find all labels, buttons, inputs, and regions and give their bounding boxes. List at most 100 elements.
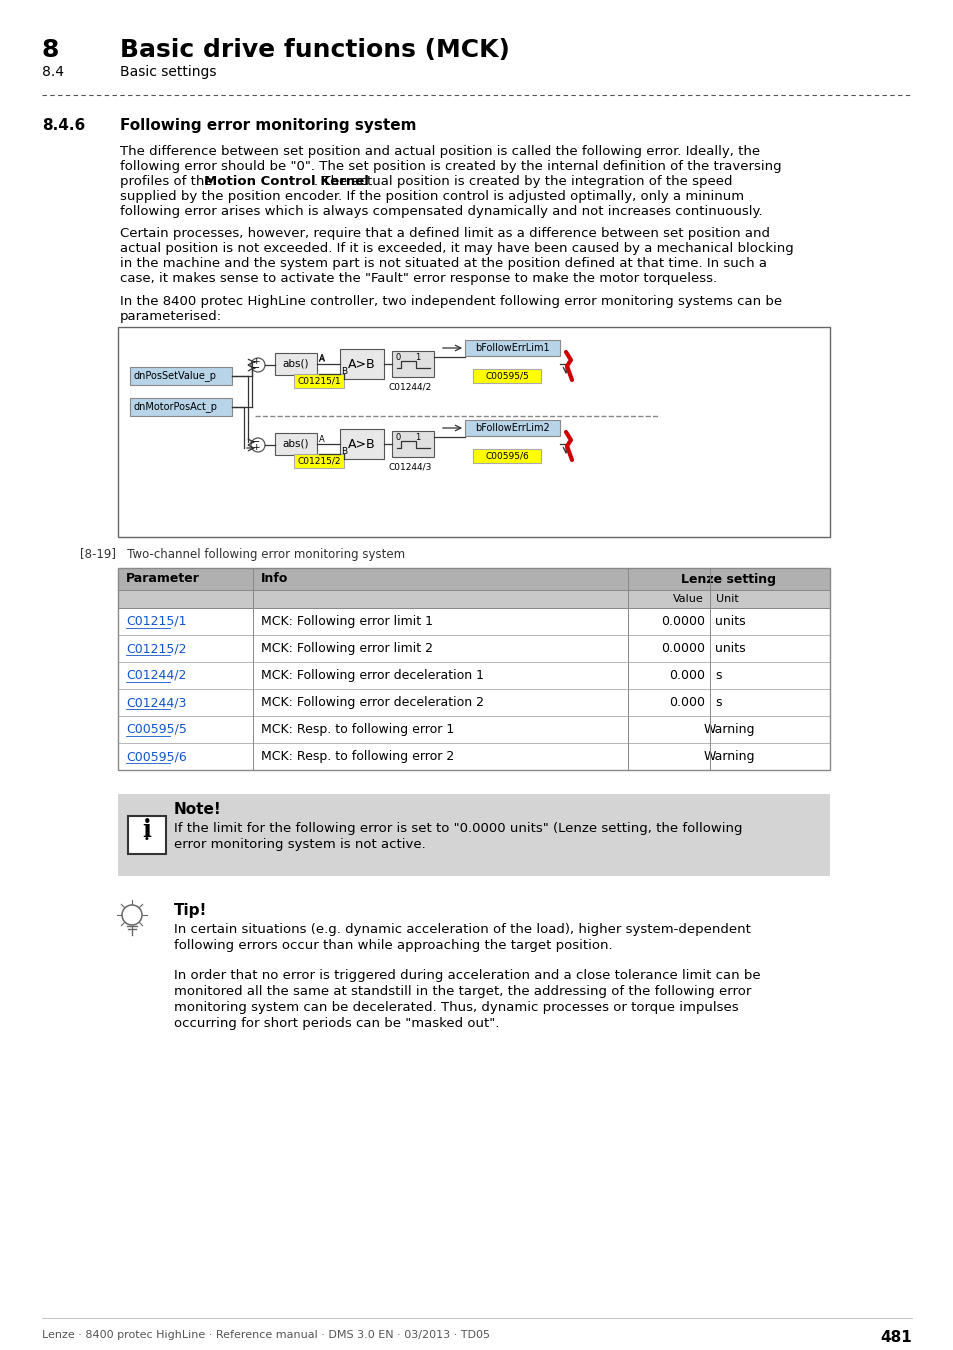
Text: profiles of the: profiles of the	[120, 176, 216, 188]
Text: C01215/1: C01215/1	[126, 616, 186, 628]
Text: Lenze setting: Lenze setting	[680, 572, 776, 586]
Text: s: s	[714, 670, 720, 682]
Text: C00595/5: C00595/5	[485, 371, 528, 381]
Text: Basic drive functions (MCK): Basic drive functions (MCK)	[120, 38, 509, 62]
Bar	[473, 369, 540, 383]
Text: A: A	[318, 435, 324, 444]
Text: 0: 0	[395, 432, 401, 441]
Text: B: B	[340, 447, 347, 455]
Circle shape	[251, 437, 265, 452]
Text: 481: 481	[880, 1330, 911, 1345]
Bar	[130, 367, 232, 385]
Text: C01215/2: C01215/2	[126, 643, 186, 655]
Text: C01244/2: C01244/2	[388, 382, 431, 391]
Text: abs(): abs()	[282, 439, 309, 450]
Text: Parameter: Parameter	[126, 572, 200, 586]
Bar	[294, 374, 344, 387]
Bar	[392, 431, 434, 458]
Text: Unit: Unit	[716, 594, 738, 603]
Circle shape	[251, 358, 265, 373]
Text: A>B: A>B	[348, 358, 375, 370]
Text: 0: 0	[395, 352, 401, 362]
Bar	[118, 716, 829, 742]
Text: monitored all the same at standstill in the target, the addressing of the follow: monitored all the same at standstill in …	[173, 986, 751, 998]
Bar	[339, 429, 384, 459]
Text: In certain situations (e.g. dynamic acceleration of the load), higher system-dep: In certain situations (e.g. dynamic acce…	[173, 923, 750, 936]
Bar	[464, 420, 559, 436]
Text: C00595/6: C00595/6	[126, 751, 187, 763]
Text: MCK: Following error deceleration 2: MCK: Following error deceleration 2	[261, 697, 483, 709]
Bar	[274, 352, 316, 375]
Text: C01215/1: C01215/1	[297, 377, 340, 386]
Text: actual position is not exceeded. If it is exceeded, it may have been caused by a: actual position is not exceeded. If it i…	[120, 242, 793, 255]
Text: +: +	[252, 356, 259, 366]
Text: parameterised:: parameterised:	[120, 310, 222, 323]
Text: A>B: A>B	[348, 437, 375, 451]
Text: error monitoring system is not active.: error monitoring system is not active.	[173, 838, 425, 850]
Bar	[118, 688, 829, 716]
Text: The difference between set position and actual position is called the following : The difference between set position and …	[120, 144, 760, 158]
Text: following errors occur than while approaching the target position.: following errors occur than while approa…	[173, 940, 612, 952]
Bar	[274, 433, 316, 455]
Text: 8.4: 8.4	[42, 65, 64, 80]
Bar	[473, 450, 540, 463]
Text: . The actual position is created by the integration of the speed: . The actual position is created by the …	[314, 176, 732, 188]
Text: following error arises which is always compensated dynamically and not increases: following error arises which is always c…	[120, 205, 761, 217]
Bar	[392, 351, 434, 377]
Text: Warning: Warning	[702, 751, 754, 763]
Bar	[118, 743, 829, 770]
Text: Value: Value	[673, 594, 703, 603]
Text: Lenze · 8400 protec HighLine · Reference manual · DMS 3.0 EN · 03/2013 · TD05: Lenze · 8400 protec HighLine · Reference…	[42, 1330, 490, 1341]
Bar	[118, 590, 829, 608]
Text: 1: 1	[415, 352, 420, 362]
Bar	[118, 568, 829, 770]
Text: 8: 8	[42, 38, 59, 62]
Text: Certain processes, however, require that a defined limit as a difference between: Certain processes, however, require that…	[120, 227, 769, 240]
Text: Basic settings: Basic settings	[120, 65, 216, 80]
Bar	[118, 634, 829, 662]
Bar	[118, 568, 829, 590]
Text: 0.0000: 0.0000	[660, 616, 704, 628]
Text: MCK: Following error limit 2: MCK: Following error limit 2	[261, 643, 433, 655]
Text: MCK: Following error deceleration 1: MCK: Following error deceleration 1	[261, 670, 483, 682]
Text: MCK: Following error limit 1: MCK: Following error limit 1	[261, 616, 433, 628]
Bar	[294, 454, 344, 468]
Text: MCK: Resp. to following error 1: MCK: Resp. to following error 1	[261, 724, 454, 736]
Bar	[339, 350, 384, 379]
Text: occurring for short periods can be "masked out".: occurring for short periods can be "mask…	[173, 1017, 498, 1030]
Bar	[118, 794, 829, 876]
Text: Info: Info	[261, 572, 288, 586]
Text: Motion Control Kernel: Motion Control Kernel	[204, 176, 369, 188]
Text: dnPosSetValue_p: dnPosSetValue_p	[133, 370, 216, 382]
Text: −: −	[252, 436, 260, 447]
Text: B: B	[340, 366, 347, 375]
Text: Tip!: Tip!	[173, 903, 207, 918]
Text: A: A	[318, 355, 324, 364]
Bar	[118, 608, 829, 634]
Text: In order that no error is triggered during acceleration and a close tolerance li: In order that no error is triggered duri…	[173, 969, 760, 981]
Text: 0.000: 0.000	[668, 670, 704, 682]
Text: 8.4.6: 8.4.6	[42, 117, 85, 134]
Text: C01244/3: C01244/3	[126, 697, 186, 709]
Bar	[118, 662, 829, 688]
Text: dnMotorPosAct_p: dnMotorPosAct_p	[133, 401, 218, 413]
Text: .: .	[144, 828, 150, 844]
Text: units: units	[714, 643, 745, 655]
Text: supplied by the position encoder. If the position control is adjusted optimally,: supplied by the position encoder. If the…	[120, 190, 743, 202]
Bar	[464, 340, 559, 356]
Text: 1: 1	[415, 432, 420, 441]
Text: +: +	[252, 444, 259, 452]
Text: in the machine and the system part is not situated at the position defined at th: in the machine and the system part is no…	[120, 256, 766, 270]
Bar	[130, 398, 232, 416]
Bar	[128, 815, 166, 855]
Text: Following error monitoring system: Following error monitoring system	[120, 117, 416, 134]
Text: C01244/2: C01244/2	[126, 670, 186, 682]
Text: s: s	[714, 697, 720, 709]
Text: C00595/5: C00595/5	[126, 724, 187, 736]
Text: abs(): abs()	[282, 359, 309, 369]
Text: C01244/3: C01244/3	[388, 462, 432, 471]
Text: [8-19]   Two-channel following error monitoring system: [8-19] Two-channel following error monit…	[80, 548, 405, 562]
Text: case, it makes sense to activate the "Fault" error response to make the motor to: case, it makes sense to activate the "Fa…	[120, 271, 717, 285]
Text: A: A	[318, 354, 325, 363]
Text: MCK: Resp. to following error 2: MCK: Resp. to following error 2	[261, 751, 454, 763]
